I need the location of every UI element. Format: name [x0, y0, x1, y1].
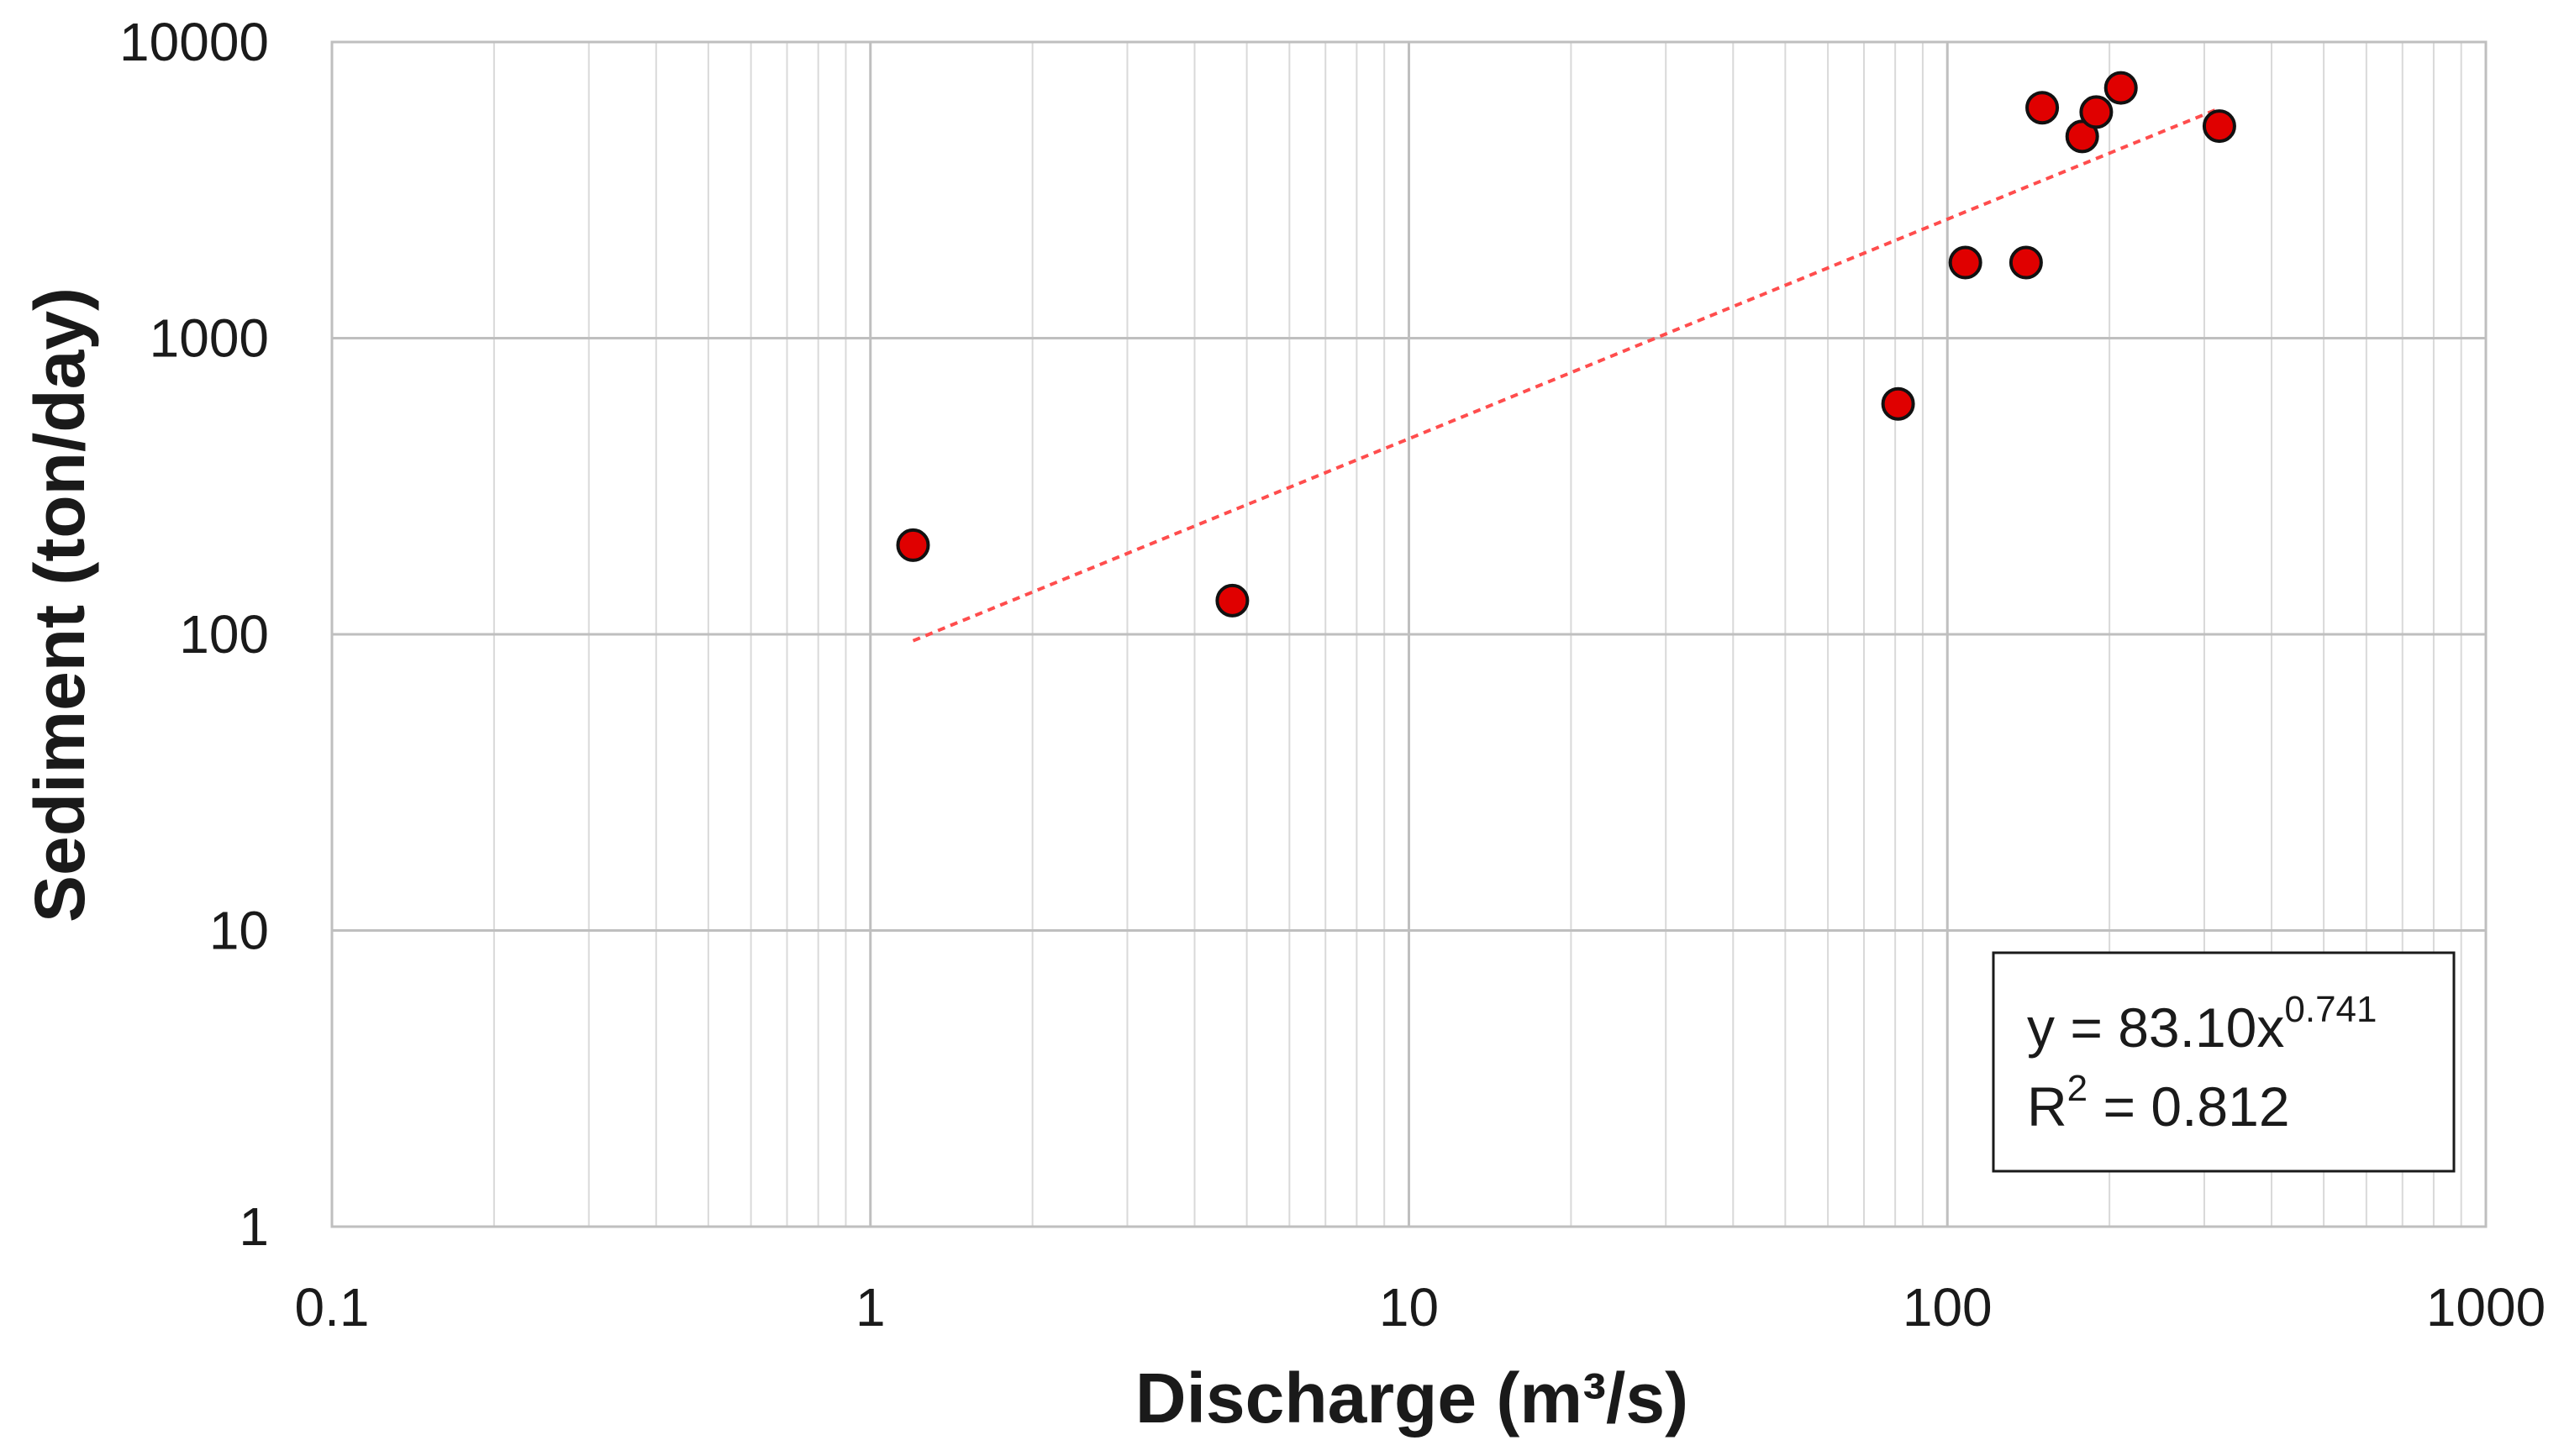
data-point	[896, 528, 930, 562]
y-tick-label: 10000	[119, 12, 269, 72]
data-point	[2202, 109, 2236, 144]
x-tick-label: 1000	[2426, 1277, 2546, 1338]
data-point	[2025, 91, 2060, 125]
y-tick-label: 1	[239, 1196, 269, 1257]
r-squared-prefix: R	[2027, 1075, 2067, 1138]
r-squared-text: R2 = 0.812	[2027, 1068, 2290, 1138]
x-tick-label: 0.1	[295, 1277, 370, 1338]
y-tick-label: 100	[179, 604, 269, 665]
y-tick-label: 10	[209, 901, 269, 961]
r-squared-exponent: 2	[2067, 1068, 2088, 1109]
data-point	[1881, 386, 1915, 421]
data-points	[896, 71, 2236, 618]
x-axis-title: Discharge (m³/s)	[1135, 1359, 1688, 1438]
y-tick-label: 1000	[150, 308, 269, 369]
x-tick-label: 10	[1379, 1277, 1439, 1338]
data-point	[2079, 95, 2114, 129]
trendline-group	[912, 107, 2220, 643]
equation-exponent: 0.741	[2284, 989, 2377, 1030]
equation-text: y = 83.10x0.741	[2027, 989, 2377, 1059]
r-squared-suffix: = 0.812	[2088, 1075, 2289, 1138]
x-axis-tick-labels: 0.1 1 10 100 1000	[295, 1277, 2546, 1338]
x-tick-label: 100	[1903, 1277, 1993, 1338]
trendline	[912, 107, 2220, 643]
x-tick-label: 1	[856, 1277, 886, 1338]
data-point	[1215, 583, 1250, 618]
equation-prefix: y = 83.10x	[2027, 996, 2284, 1059]
data-point	[1948, 245, 1982, 280]
data-point	[2103, 71, 2138, 105]
y-axis-title: Sediment (ton/day)	[20, 287, 99, 922]
plot-area-frame	[330, 40, 2488, 1228]
regression-annotation-box: y = 83.10x0.741 R2 = 0.812	[1992, 951, 2456, 1173]
data-point	[2009, 245, 2043, 280]
y-axis-tick-labels: 1 10 100 1000 10000	[119, 12, 269, 1257]
